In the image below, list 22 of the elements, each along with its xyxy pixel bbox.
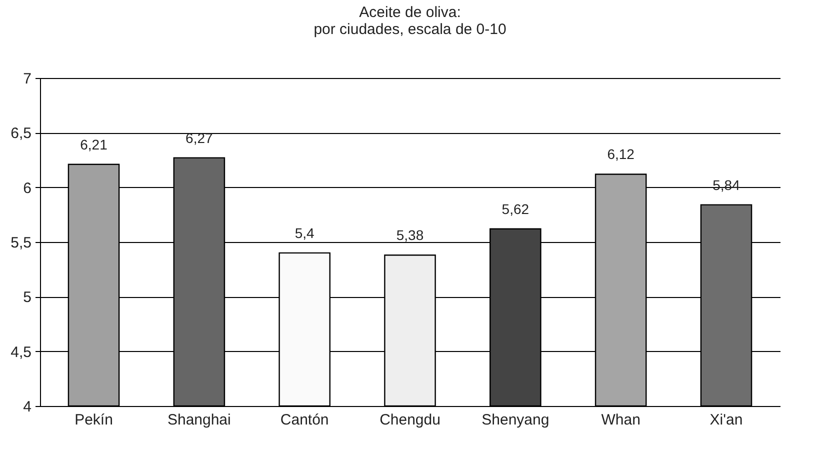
x-tick-label: Whan: [601, 412, 640, 428]
x-tick-label: Shenyang: [482, 412, 550, 428]
data-label: 6,27: [186, 130, 214, 146]
y-tick-label: 6: [23, 180, 32, 197]
chart-subtitle: por ciudades, escala de 0-10: [314, 21, 506, 38]
y-tick-label: 5: [23, 289, 32, 306]
data-label: 5,38: [396, 227, 424, 244]
x-tick-label: Shanghai: [167, 412, 231, 428]
y-tick-label: 7: [23, 70, 32, 88]
data-label: 5,62: [502, 200, 530, 217]
x-tick-label: Xi'an: [710, 412, 743, 428]
data-label: 6,12: [607, 146, 635, 162]
y-tick-label: 5,5: [10, 234, 32, 252]
data-label: 6,21: [80, 136, 108, 152]
x-tick-label: Cantón: [280, 412, 329, 428]
y-tick-label: 4,5: [10, 344, 32, 361]
x-tick-label: Pekín: [74, 412, 113, 428]
x-tick-label: Chengdu: [380, 412, 440, 428]
y-tick-label: 4: [23, 398, 32, 416]
chart-title: Aceite de oliva:: [359, 4, 461, 21]
data-label: 5,4: [294, 224, 315, 241]
y-tick-label: 6,5: [10, 125, 32, 142]
